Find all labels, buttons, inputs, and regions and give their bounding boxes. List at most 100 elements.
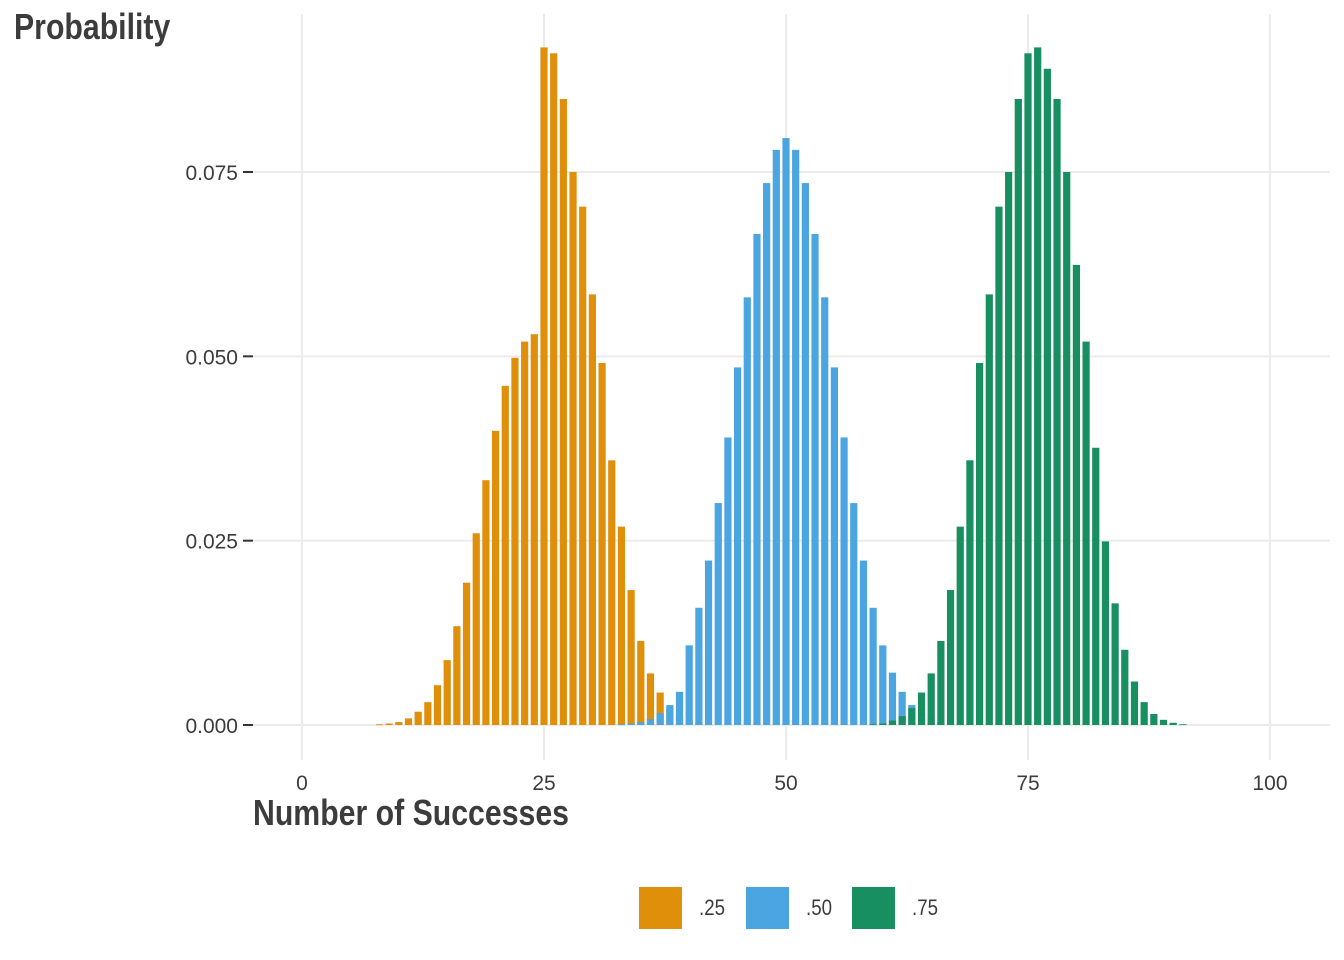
y-axis: 0.000 0.025 0.050 0.075: [185, 162, 253, 738]
bar: [1034, 47, 1042, 725]
x-tick-label: 75: [1016, 772, 1039, 795]
bar: [559, 99, 567, 725]
bar: [1053, 99, 1061, 725]
y-tick-label: 0.075: [185, 162, 238, 185]
bar: [859, 560, 868, 725]
bar: [675, 691, 684, 725]
bar: [966, 460, 974, 725]
bar: [656, 713, 664, 725]
bar: [850, 503, 858, 725]
bar: [995, 206, 1003, 725]
bar: [656, 692, 664, 725]
bar: [579, 206, 587, 725]
bar: [637, 640, 645, 725]
bar: [550, 53, 558, 726]
bar: [521, 341, 529, 725]
bar: [1072, 264, 1080, 725]
bar: [985, 294, 993, 725]
bar: [743, 297, 751, 725]
bar: [1150, 713, 1158, 725]
bar: [821, 297, 829, 725]
bar: [714, 503, 722, 725]
bar: [976, 362, 984, 725]
bar: [608, 460, 616, 725]
x-tick-label: 0: [296, 772, 308, 795]
bar: [888, 672, 897, 725]
bar: [898, 716, 906, 725]
legend-label-p75: .75: [912, 895, 939, 920]
bar: [1121, 649, 1129, 725]
bar: [888, 720, 897, 725]
bar: [1014, 99, 1022, 725]
bar: [511, 357, 519, 725]
y-tick-label: 0.050: [185, 346, 238, 369]
bar: [646, 673, 655, 725]
bar: [927, 673, 935, 725]
bar: [1024, 53, 1032, 726]
bar: [617, 526, 626, 725]
bar: [646, 719, 655, 725]
bar: [462, 582, 471, 725]
bar: [869, 724, 877, 726]
bar: [414, 711, 422, 725]
legend: .25 .50 .75: [639, 887, 959, 929]
bar: [472, 533, 480, 725]
bar: [1169, 722, 1177, 725]
legend-swatch-p75: [852, 887, 896, 929]
bar: [956, 526, 964, 725]
bar: [424, 702, 432, 725]
bar: [1082, 341, 1090, 725]
bar: [840, 437, 848, 725]
bar: [443, 660, 451, 725]
bar: [879, 723, 887, 725]
bar: [627, 590, 635, 725]
bar: [685, 645, 693, 725]
bar: [501, 385, 509, 725]
bar: [801, 183, 809, 725]
bar: [530, 334, 538, 725]
x-tick-label: 50: [774, 772, 797, 795]
bar: [898, 691, 906, 725]
x-axis: 0 25 50 75 100: [296, 772, 1287, 795]
bar: [1063, 172, 1071, 725]
x-axis-title: Number of Successes: [253, 792, 569, 833]
bars: [375, 47, 1187, 726]
bar: [569, 172, 577, 725]
gridlines: [253, 14, 1330, 760]
bar: [433, 685, 442, 725]
bar: [588, 294, 596, 725]
bar: [395, 722, 403, 725]
bar: [937, 640, 945, 725]
bar: [482, 480, 490, 725]
bar: [637, 722, 645, 725]
legend-label-p50: .50: [805, 895, 832, 920]
x-tick-label: 25: [532, 772, 555, 795]
y-tick-label: 0.025: [185, 531, 238, 554]
legend-item-p50: .50: [745, 887, 837, 929]
bar: [792, 149, 800, 725]
legend-item-p25: .25: [639, 887, 730, 929]
bar: [1159, 719, 1168, 725]
bar: [617, 724, 626, 726]
bar: [453, 626, 461, 725]
bar: [1140, 702, 1148, 725]
bar: [1005, 172, 1013, 725]
bar: [946, 590, 955, 725]
legend-label-p25: .25: [699, 895, 726, 920]
bar: [869, 607, 877, 725]
bar: [666, 705, 674, 725]
bar: [704, 560, 713, 725]
bar: [492, 430, 500, 725]
y-axis-title: Probability: [14, 6, 171, 47]
bar: [695, 607, 703, 725]
bar: [598, 362, 606, 725]
legend-item-p75: .75: [852, 887, 943, 929]
bar: [1179, 724, 1187, 726]
bar: [830, 367, 838, 725]
bar: [811, 233, 819, 725]
bar: [879, 645, 887, 725]
bar: [1101, 541, 1110, 725]
bar: [917, 692, 926, 725]
bar: [375, 724, 384, 726]
